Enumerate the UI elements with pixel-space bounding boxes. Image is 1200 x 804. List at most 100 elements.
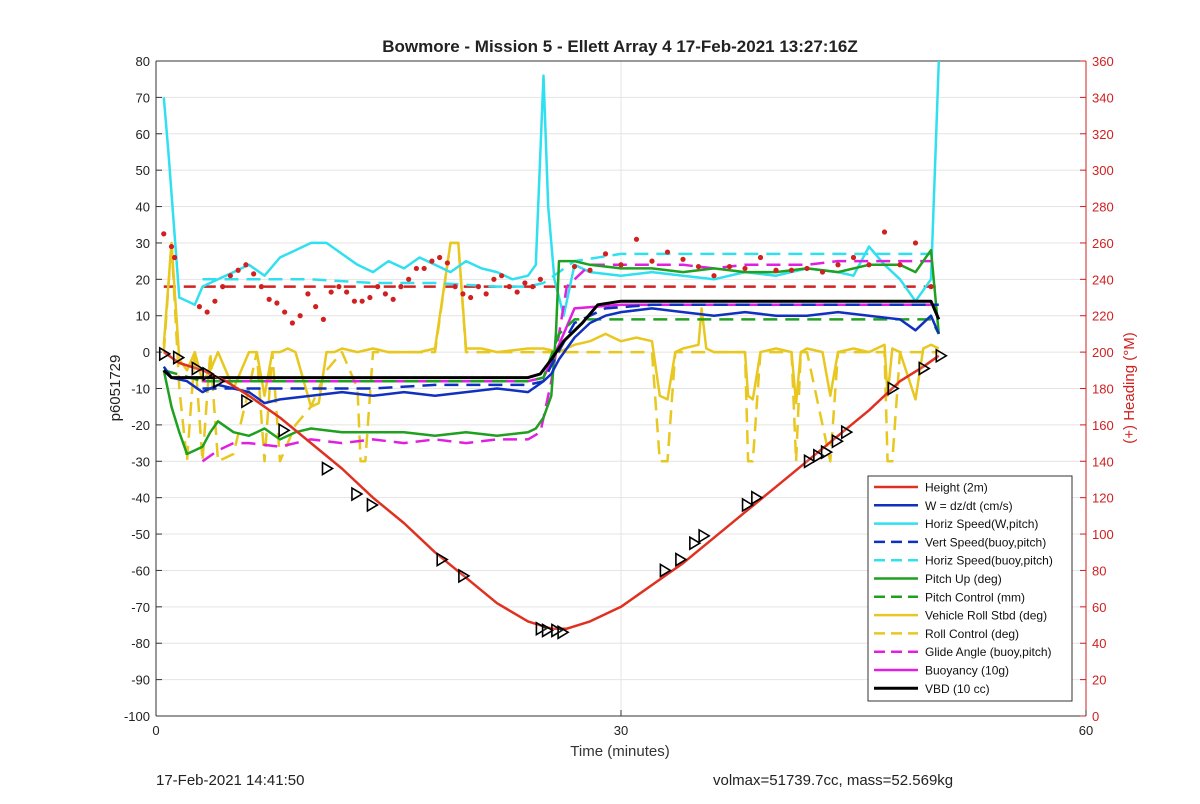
heading-point [320, 316, 326, 322]
series-line-w-dz-dt-cm-s- [162, 307, 940, 405]
heading-point [866, 262, 872, 268]
heading-point [282, 309, 288, 315]
heading-point [313, 304, 319, 310]
heading-point [649, 258, 655, 264]
y-right-tick-label: 320 [1092, 127, 1114, 142]
y-right-tick-label: 60 [1092, 600, 1106, 615]
legend-entry: Pitch Up (deg) [925, 572, 1002, 586]
y-right-tick-label: 360 [1092, 54, 1114, 69]
x-tick-label: 30 [614, 723, 628, 738]
heading-point [212, 298, 218, 304]
heading-point [172, 254, 178, 261]
triangle-marker [535, 621, 548, 637]
legend-entry: Vehicle Roll Stbd (deg) [925, 609, 1047, 623]
x-tick-label: 60 [1079, 723, 1093, 738]
triangle-marker [698, 528, 711, 544]
heading-point [819, 269, 826, 275]
triangle-marker [191, 361, 204, 376]
heading-point [664, 249, 671, 255]
y-tick-label: -70 [131, 600, 150, 615]
heading-point [742, 265, 748, 272]
heading-point [452, 284, 458, 290]
triangle-marker [351, 486, 364, 502]
heading-point [835, 262, 841, 268]
y-tick-label: -20 [131, 418, 150, 433]
triangle-marker [659, 563, 672, 578]
triangle-marker [241, 393, 254, 409]
heading-point [506, 284, 512, 290]
heading-point [336, 284, 342, 290]
heading-point [390, 296, 396, 302]
legend-entry: Roll Control (deg) [925, 627, 1019, 641]
heading-point [537, 276, 544, 282]
heading-point [788, 267, 795, 273]
heading-point [499, 273, 505, 279]
legend-box [867, 475, 1073, 702]
series-line-roll-control-deg- [162, 241, 939, 463]
y-tick-label: 80 [136, 54, 150, 69]
heading-point [587, 267, 593, 273]
heading-point [437, 254, 443, 261]
heading-point [289, 320, 295, 326]
heading-point [266, 296, 272, 302]
heading-point [398, 284, 404, 290]
heading-point [850, 254, 857, 261]
y-tick-label: 30 [136, 236, 150, 251]
heading-point [367, 294, 373, 301]
heading-point [413, 265, 419, 272]
triangle-marker [551, 623, 564, 638]
heading-point [251, 271, 257, 277]
y-tick-label: -80 [131, 636, 150, 651]
triangle-marker [278, 422, 291, 438]
triangle-marker [803, 453, 817, 469]
heading-point [571, 263, 578, 270]
heading-point [602, 251, 609, 257]
y-right-tick-label: 20 [1092, 673, 1106, 688]
heading-point [421, 265, 427, 272]
triangle-marker [831, 433, 845, 449]
heading-point [444, 260, 450, 266]
series-line-horiz-speed-buoy-pitch- [202, 252, 931, 288]
heading-point [897, 262, 903, 268]
heading-point [468, 294, 474, 301]
y-tick-label: 50 [136, 163, 150, 178]
y-tick-label: 0 [143, 345, 150, 360]
y-right-tick-label: 80 [1092, 563, 1106, 578]
footer-mass-info: volmax=51739.7cc, mass=52.569kg [713, 772, 954, 789]
y-right-tick-label: 300 [1092, 163, 1114, 178]
y-axis-label-right: (+) Heading (°M) [1121, 332, 1138, 443]
legend-entry: Glide Angle (buoy,pitch) [925, 645, 1052, 659]
triangle-marker [366, 497, 380, 513]
heading-point [912, 240, 919, 246]
heading-point [618, 262, 624, 268]
triangle-marker [689, 535, 702, 551]
series-line-vehicle-roll-stbd-deg- [162, 241, 940, 408]
triangle-marker [935, 348, 948, 364]
legend-entry: Vert Speed(buoy,pitch) [925, 535, 1046, 549]
series-line-pitch-up-deg- [162, 248, 941, 456]
series-line-glide-angle-buoy-pitch- [201, 259, 931, 463]
y-right-tick-label: 40 [1092, 636, 1106, 651]
heading-point [328, 289, 334, 295]
y-tick-label: -40 [131, 491, 150, 506]
series-line-pitch-control-mm- [163, 318, 940, 383]
y-right-tick-label: 240 [1092, 272, 1114, 287]
heading-point [483, 291, 489, 297]
y-right-tick-label: 160 [1092, 418, 1114, 433]
heading-point [530, 284, 536, 290]
heading-point [633, 236, 640, 242]
triangle-marker [172, 350, 186, 365]
heading-point [351, 298, 357, 304]
heading-point [274, 300, 280, 306]
y-right-tick-label: 100 [1092, 527, 1114, 542]
legend-entry: W = dz/dt (cm/s) [925, 499, 1013, 513]
y-tick-label: 60 [136, 127, 150, 142]
heading-point [429, 258, 435, 264]
heading-point [773, 267, 779, 273]
heading-point [514, 289, 520, 295]
triangle-marker [158, 346, 172, 362]
triangle-marker [918, 361, 931, 376]
legend-entry: Horiz Speed(buoy,pitch) [925, 554, 1053, 568]
heading-point [475, 284, 481, 290]
heading-point [491, 276, 497, 282]
